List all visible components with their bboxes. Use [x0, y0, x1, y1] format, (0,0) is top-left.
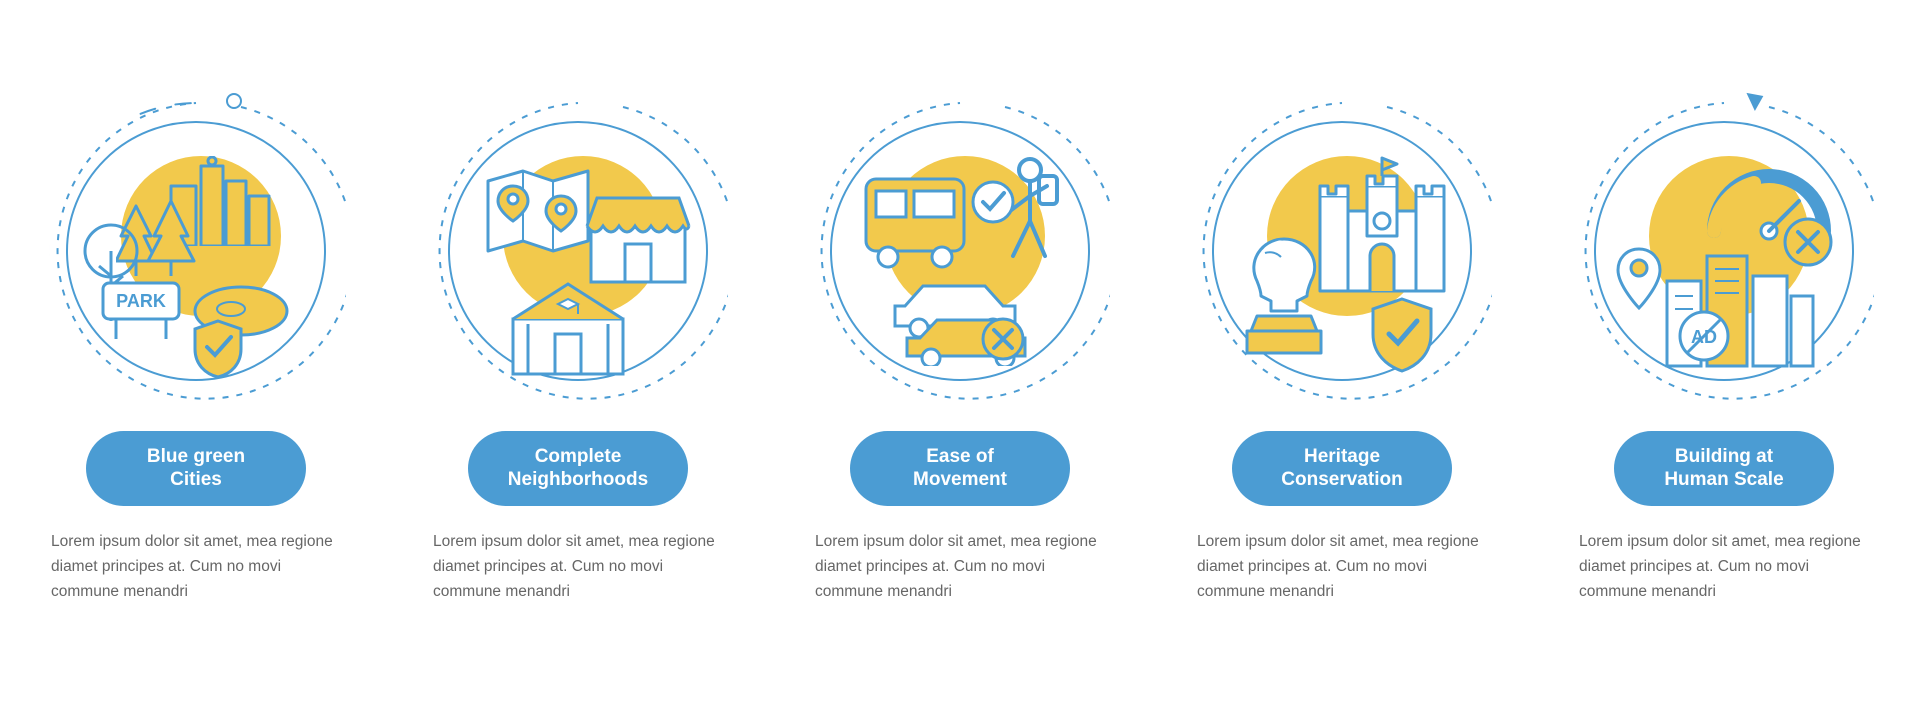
description: Lorem ipsum dolor sit amet, mea regione … — [1579, 530, 1869, 604]
x-badge-icon — [980, 316, 1026, 362]
item-ease-of-movement: Ease of Movement Lorem ipsum dolor sit a… — [810, 101, 1110, 605]
item-blue-green-cities: PARK Blue green Cities Lorem ipsum dolor… — [46, 101, 346, 605]
infographic-row: PARK Blue green Cities Lorem ipsum dolor… — [0, 101, 1920, 605]
title-pill: Ease of Movement — [850, 431, 1070, 507]
description: Lorem ipsum dolor sit amet, mea regione … — [433, 530, 723, 604]
statue-bust-icon — [1237, 231, 1332, 361]
description: Lorem ipsum dolor sit amet, mea regione … — [51, 530, 341, 604]
icon-set — [1192, 101, 1492, 401]
icon-set: AD — [1574, 101, 1874, 401]
bus-icon — [860, 171, 970, 271]
shield-check-icon — [191, 319, 246, 379]
circle — [428, 101, 728, 401]
circle: AD — [1574, 101, 1874, 401]
item-heritage-conservation: Heritage Conservation Lorem ipsum dolor … — [1192, 101, 1492, 605]
check-badge-icon — [970, 179, 1016, 225]
item-building-human-scale: AD Building at Human Scale Lorem ipsum d… — [1574, 101, 1874, 605]
title-pill: Complete Neighborhoods — [468, 431, 688, 507]
description: Lorem ipsum dolor sit amet, mea regione … — [1197, 530, 1487, 604]
svg-text:PARK: PARK — [116, 291, 166, 311]
item-complete-neighborhoods: Complete Neighborhoods Lorem ipsum dolor… — [428, 101, 728, 605]
park-sign-icon: PARK — [101, 281, 181, 341]
castle-icon — [1312, 156, 1452, 296]
title-pill: Building at Human Scale — [1614, 431, 1834, 507]
description: Lorem ipsum dolor sit amet, mea regione … — [815, 530, 1105, 604]
location-pin-icon — [1614, 246, 1664, 316]
circle — [810, 101, 1110, 401]
school-building-icon — [503, 269, 633, 379]
icon-set — [428, 101, 728, 401]
map-pins-icon — [483, 161, 593, 261]
title-pill: Blue green Cities — [86, 431, 306, 507]
circle: PARK — [46, 101, 346, 401]
x-badge-icon — [1782, 216, 1834, 268]
shield-check-icon — [1367, 296, 1437, 374]
title-pill: Heritage Conservation — [1232, 431, 1452, 507]
circle — [1192, 101, 1492, 401]
icon-set — [810, 101, 1110, 401]
icon-set: PARK — [46, 101, 346, 401]
